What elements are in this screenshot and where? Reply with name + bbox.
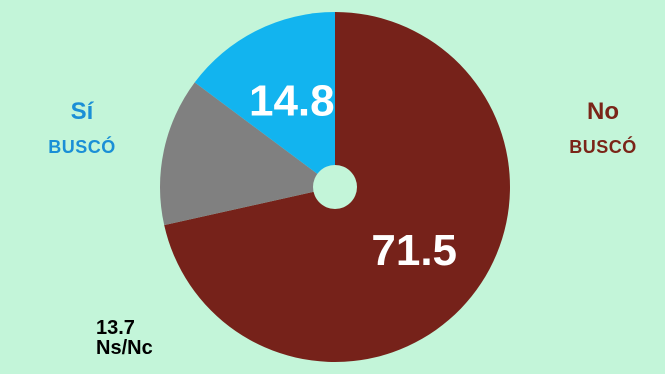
pie-slice-label-2: 14.8 <box>249 77 335 126</box>
label-si-busco: Sí BUSCÓ <box>32 98 132 157</box>
pie-slice-1 <box>159 82 335 226</box>
label-ns-nc: 13.7 Ns/Nc <box>96 318 186 358</box>
label-si-top: Sí <box>70 98 94 125</box>
label-ns-value: 13.7 <box>96 317 135 339</box>
label-si-bottom: BUSCÓ <box>48 137 116 157</box>
label-no-busco: No BUSCÓ <box>553 98 653 157</box>
pie-slice-label-0: 71.5 <box>371 226 457 275</box>
label-no-top: No <box>587 98 619 125</box>
pie-slice-2 <box>194 12 335 187</box>
donut-hole <box>313 165 357 209</box>
label-ns-text: Ns/Nc <box>96 337 153 359</box>
label-no-bottom: BUSCÓ <box>569 137 637 157</box>
